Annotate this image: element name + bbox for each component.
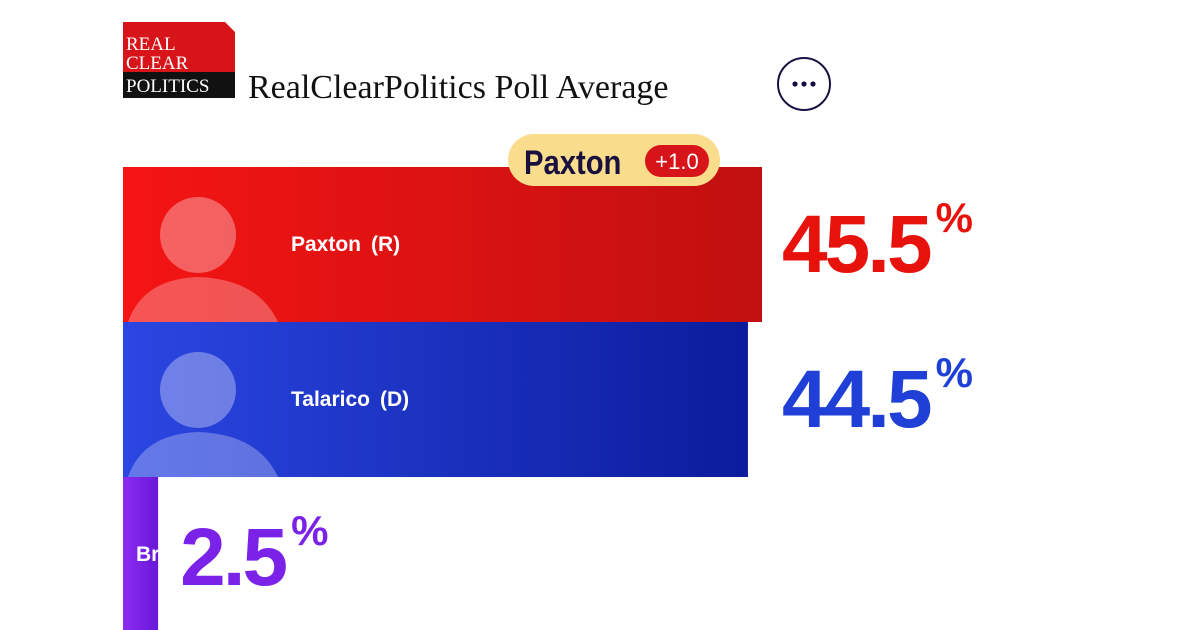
leader-margin: +1.0 (655, 149, 698, 174)
value-label: 44.5% (782, 349, 973, 445)
portrait (128, 352, 278, 477)
logo-text: REAL (126, 34, 176, 55)
portrait-head (160, 352, 236, 428)
candidate-name: Paxton (291, 233, 361, 256)
value-number: 2.5 (180, 512, 286, 603)
value-number: 45.5 (782, 199, 931, 290)
more-button[interactable] (777, 57, 831, 111)
value-number: 44.5 (782, 354, 931, 445)
value-label: 2.5% (180, 507, 328, 603)
portrait (128, 197, 278, 322)
portrait-head (160, 197, 236, 273)
portrait-body (128, 277, 278, 322)
candidate-name: Brown (136, 543, 201, 566)
leader-name: Paxton (524, 143, 621, 182)
logo-text: CLEAR (126, 53, 189, 74)
leader-badge: Paxton +1.0 (508, 134, 720, 186)
logo: REAL CLEAR POLITICS (123, 22, 235, 98)
candidate-party: (R) (371, 233, 400, 256)
value-unit: % (936, 349, 973, 396)
logo-text: POLITICS (126, 76, 209, 97)
candidate-row: Talarico (D) 44.5% (123, 322, 973, 477)
bar (123, 477, 159, 630)
title: RealClearPolitics Poll Average (248, 69, 669, 106)
candidate-name: Talarico (D) (291, 388, 409, 411)
candidate-party: (D) (380, 388, 409, 411)
value-label: 45.5% (782, 194, 973, 290)
candidate-row: Paxton (R) 45.5% (123, 167, 973, 322)
bar (123, 167, 762, 322)
portrait-body (128, 432, 278, 477)
candidate-name: Talarico (291, 388, 370, 411)
candidate-name: Paxton (R) (291, 233, 400, 256)
bar (123, 322, 748, 477)
value-unit: % (936, 194, 973, 241)
value-unit: % (291, 507, 328, 554)
